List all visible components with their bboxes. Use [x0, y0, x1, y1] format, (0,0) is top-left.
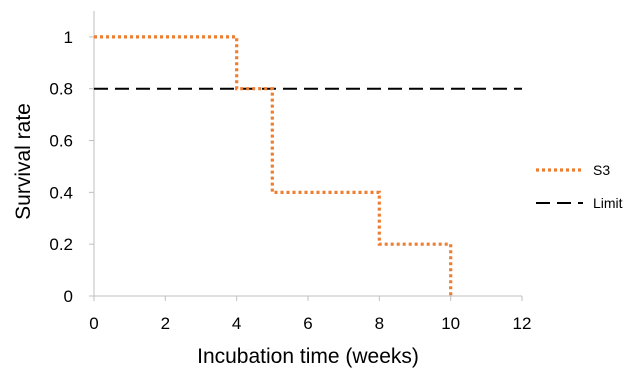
x-tick-marks	[93, 296, 523, 301]
x-axis-title: Incubation time (weeks)	[197, 345, 419, 368]
y-axis-title: Survival rate	[12, 103, 35, 220]
y-tick-marks	[89, 36, 94, 297]
y-tick-labels: 0 0.2 0.4 0.6 0.8 1	[49, 28, 73, 306]
legend-label-s3: S3	[593, 162, 610, 178]
x-tick-label: 6	[303, 314, 312, 333]
x-tick-label: 4	[232, 314, 241, 333]
y-tick-label: 1	[64, 28, 73, 47]
x-tick-label: 12	[513, 314, 532, 333]
x-tick-label: 0	[89, 314, 98, 333]
x-tick-label: 8	[375, 314, 384, 333]
x-tick-labels: 0 2 4 6 8 10 12	[89, 314, 531, 333]
x-tick-label: 10	[441, 314, 460, 333]
series-layer	[94, 35, 522, 296]
plot-area: 0 2 4 6 8 10 12 0 0.2 0.4 0.6 0.8 1	[49, 11, 531, 333]
x-tick-label: 2	[161, 314, 170, 333]
legend-label-limit: Limit	[593, 195, 623, 211]
y-tick-label: 0.2	[49, 235, 73, 254]
legend: S3 Limit	[536, 162, 623, 211]
series-line-s3	[94, 35, 453, 296]
y-tick-label: 0.6	[49, 132, 73, 151]
y-tick-label: 0	[64, 287, 73, 306]
y-tick-label: 0.8	[49, 80, 73, 99]
y-tick-label: 0.4	[49, 183, 73, 202]
